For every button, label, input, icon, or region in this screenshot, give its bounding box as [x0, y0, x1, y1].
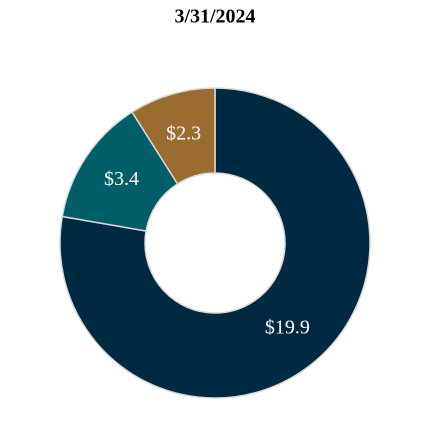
value-label: $3.4: [104, 168, 139, 190]
chart-title: 3/31/2024: [174, 6, 255, 28]
donut-slice: [131, 87, 216, 185]
value-label: $19.9: [265, 317, 310, 339]
value-label: $2.3: [166, 123, 201, 145]
donut-slice: [59, 87, 371, 399]
